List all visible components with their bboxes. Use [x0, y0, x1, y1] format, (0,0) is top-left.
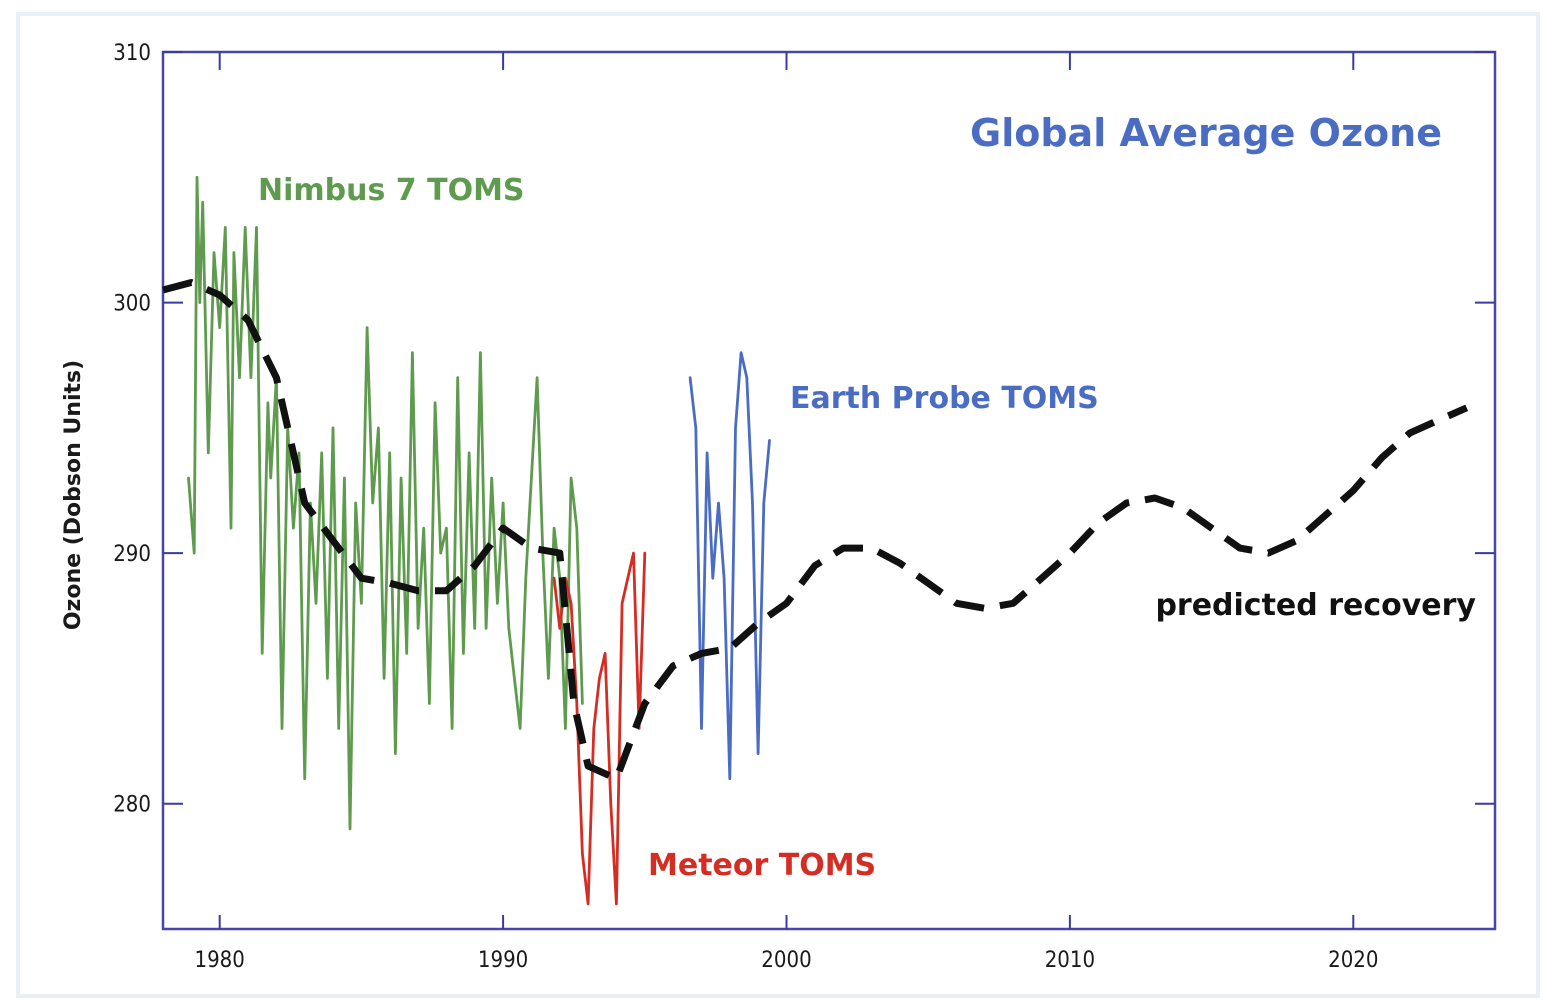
- predicted-recovery-label: predicted recovery: [1155, 588, 1476, 623]
- x-tick-label-2000: 2000: [761, 948, 811, 973]
- x-tick-label-2010: 2010: [1045, 948, 1095, 973]
- series-line-nimbus-7-toms: [187, 175, 584, 831]
- y-tick-label-290: 290: [113, 542, 151, 567]
- x-tick-label-1980: 1980: [195, 948, 245, 973]
- y-tick-label-310: 310: [113, 41, 151, 66]
- series-line-predicted-recovery: [162, 279, 1469, 783]
- y-axis-label: Ozone (Dobson Units): [61, 360, 86, 630]
- page-frame: [16, 12, 1540, 998]
- series-line-meteor-toms: [552, 551, 647, 906]
- nimbus-7-toms-label: Nimbus 7 TOMS: [258, 173, 525, 208]
- y-tick-label-280: 280: [113, 793, 151, 818]
- chart-title: Global Average Ozone: [970, 111, 1442, 155]
- earth-probe-toms-label: Earth Probe TOMS: [790, 381, 1099, 416]
- x-tick-label-2020: 2020: [1328, 948, 1378, 973]
- x-tick-label-1990: 1990: [478, 948, 528, 973]
- axis-ticks: 1980 1990 2000 2010 2020 280 290 300 310: [113, 41, 1495, 973]
- y-tick-label-300: 300: [113, 292, 151, 317]
- series-line-earth-probe-toms: [688, 351, 771, 781]
- meteor-toms-label: Meteor TOMS: [648, 848, 876, 883]
- series-layer: [162, 175, 1469, 906]
- plot-frame: [161, 50, 1497, 931]
